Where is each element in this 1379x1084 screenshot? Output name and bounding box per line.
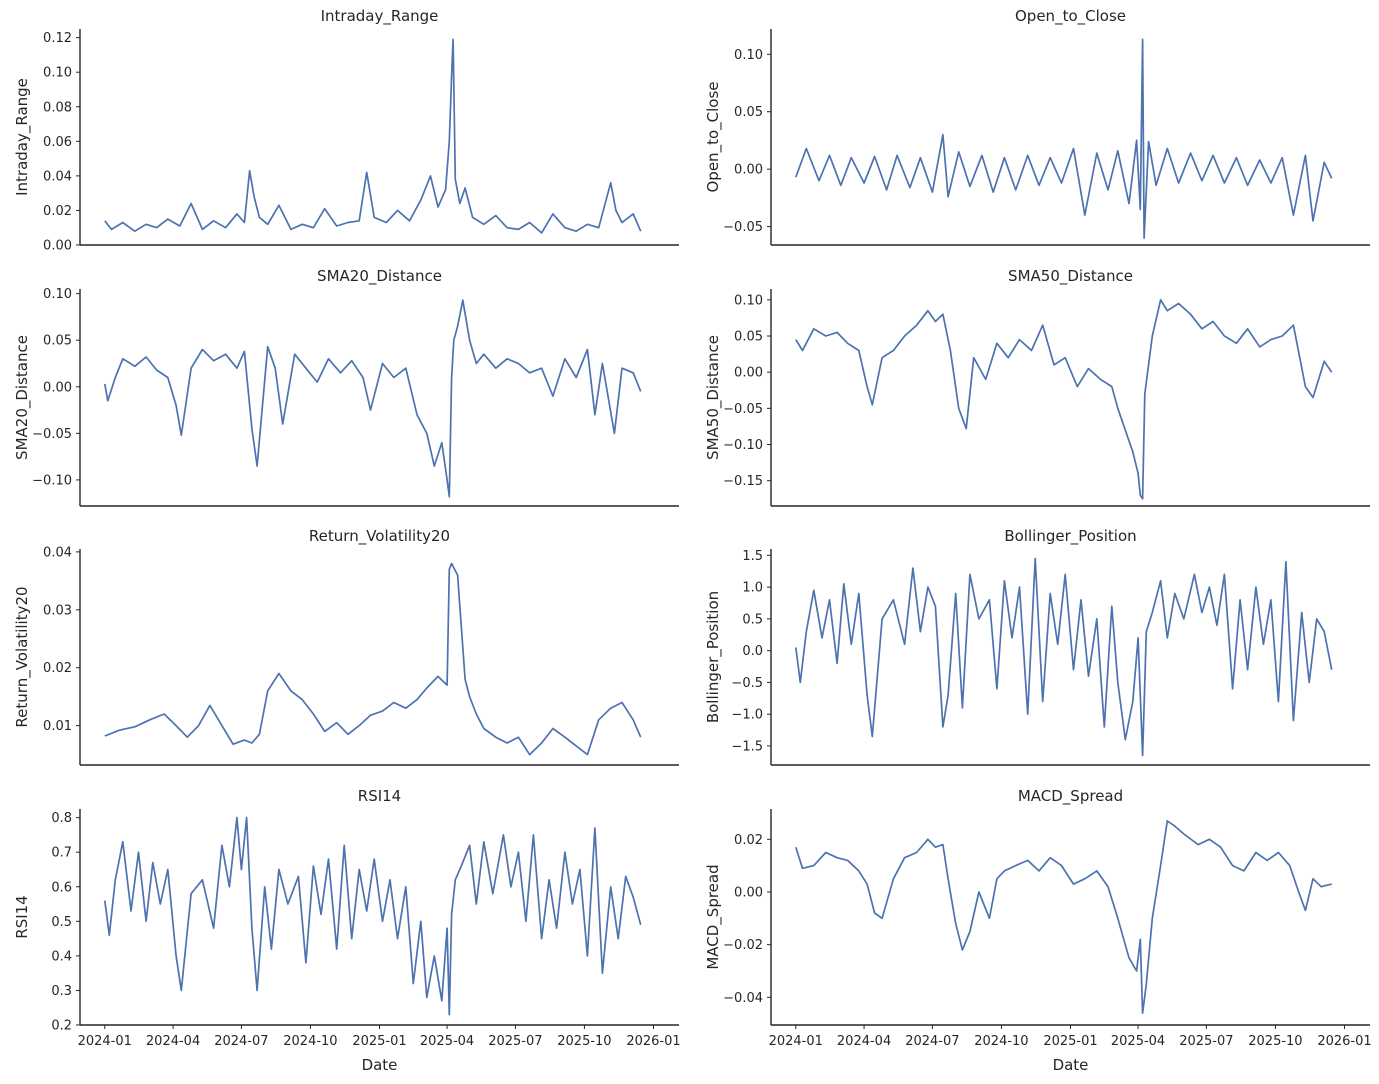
y-axis-label: RSI14: [13, 895, 31, 938]
y-axis-label: SMA50_Distance: [704, 335, 723, 460]
y-tick-label: 0.00: [734, 366, 763, 381]
y-tick-label: 0.04: [43, 545, 72, 560]
x-tick-label: 2024-07: [214, 1034, 268, 1049]
chart-title: Open_to_Close: [1015, 7, 1126, 26]
chart-panel-5: Return_Volatility20 Return_Volatility20 0.…: [13, 527, 679, 766]
y-tick-label: 0.04: [43, 169, 72, 184]
x-tick-label: 2024-07: [905, 1034, 959, 1049]
y-tick-label: 0.00: [43, 239, 72, 254]
y-axis-label: Return_Volatility20: [13, 586, 32, 727]
y-tick-label: 0.05: [43, 334, 72, 349]
y-tick-label: 0.4: [51, 949, 72, 964]
chart-panel-6: Bollinger_Position Bollinger_Position −1.5…: [704, 527, 1370, 766]
y-tick-label: −0.04: [723, 991, 763, 1006]
y-tick-label: 0.10: [734, 293, 763, 308]
y-tick-label: −0.15: [723, 474, 763, 489]
y-tick-label: 0.6: [51, 880, 72, 895]
series-line-1: [103, 299, 642, 498]
y-axis-label: Open_to_Close: [704, 82, 723, 193]
x-tick-label: 2024-04: [837, 1034, 891, 1049]
y-axis-label: Bollinger_Position: [704, 591, 723, 723]
chart-panel-4: SMA50_DistanceSMA50_Distance−0.15−0.10−0…: [704, 267, 1370, 507]
y-tick-label: −0.05: [723, 220, 763, 235]
y-tick-label: 0.02: [43, 661, 72, 676]
chart-panel-7: RSI14 RSI14 0.2 0.3 0.4 0.5 0.6 0.7 0.8 2024-01 20…: [13, 787, 681, 1074]
y-tick-label: 0.3: [51, 984, 72, 999]
y-tick-label: 0.2: [51, 1019, 72, 1034]
x-tick-label: 2025-07: [488, 1034, 542, 1049]
y-tick-label: −1.0: [731, 708, 763, 723]
y-tick-label: −0.05: [32, 427, 72, 442]
y-tick-label: 0.05: [734, 105, 763, 120]
series-line-1: [795, 38, 1333, 239]
x-tick-label: 2024-01: [769, 1034, 823, 1049]
y-tick-label: 0.02: [734, 833, 763, 848]
series-line-1: [104, 562, 642, 756]
y-tick-label: 1.5: [742, 549, 763, 564]
y-tick-label: −1.5: [731, 739, 763, 754]
chart-panel-1: Intraday_Range Intraday_Range 0.00 0.02 0.04…: [13, 7, 679, 254]
y-tick-label: −0.10: [32, 473, 72, 488]
y-tick-label: 0.0: [742, 644, 763, 659]
chart-title: SMA20_Distance: [317, 267, 442, 286]
y-tick-label: 0.10: [734, 48, 763, 63]
x-tick-label: 2024-04: [146, 1034, 200, 1049]
y-tick-label: 0.5: [51, 915, 72, 930]
y-tick-label: 0.05: [734, 330, 763, 345]
y-tick-label: 0.03: [43, 603, 72, 618]
y-tick-label: −0.02: [723, 938, 763, 953]
x-tick-label: 2026-01: [1317, 1034, 1371, 1049]
y-tick-label: 0.00: [43, 380, 72, 395]
y-axis-label: MACD_Spread: [704, 864, 723, 969]
y-tick-label: −0.10: [723, 438, 763, 453]
y-tick-label: 0.00: [734, 163, 763, 178]
x-axis-label: Date: [362, 1056, 398, 1074]
y-tick-label: 0.10: [43, 287, 72, 302]
x-tick-label: 2025-10: [557, 1034, 611, 1049]
x-tick-label: 2026-01: [626, 1034, 680, 1049]
chart-title: Intraday_Range: [321, 7, 439, 26]
x-tick-label: 2025-07: [1179, 1034, 1233, 1049]
y-tick-label: 0.10: [43, 66, 72, 81]
chart-title: MACD_Spread: [1018, 787, 1123, 806]
x-axis-label: Date: [1053, 1056, 1089, 1074]
y-tick-label: 0.8: [51, 811, 72, 826]
chart-panel-8: MACD_Spread MACD_Spread −0.04 −0.02 0.00 0.02…: [704, 787, 1372, 1074]
chart-title: SMA50_Distance: [1008, 267, 1133, 286]
y-tick-label: −0.05: [723, 402, 763, 417]
x-tick-label: 2024-01: [78, 1034, 132, 1049]
chart-title: Return_Volatility20: [309, 527, 450, 546]
chart-panel-3: SMA20_DistanceSMA20_Distance−0.10−0.050.…: [13, 267, 679, 507]
series-line-1: [795, 298, 1333, 500]
x-tick-label: 2025-10: [1248, 1034, 1302, 1049]
y-tick-label: 0.01: [43, 719, 72, 734]
series-line-1: [104, 38, 642, 234]
x-tick-label: 2024-10: [283, 1034, 337, 1049]
y-tick-label: 0.00: [734, 885, 763, 900]
x-tick-label: 2025-01: [1043, 1034, 1097, 1049]
y-tick-label: 0.12: [43, 31, 72, 46]
chart-title: Bollinger_Position: [1004, 527, 1136, 546]
y-axis-label: SMA20_Distance: [13, 335, 32, 460]
x-tick-label: 2025-04: [1111, 1034, 1165, 1049]
y-tick-label: 0.02: [43, 204, 72, 219]
chart-title: RSI14: [358, 787, 401, 805]
y-tick-label: 0.08: [43, 100, 72, 115]
x-tick-label: 2025-04: [420, 1034, 474, 1049]
y-tick-label: 0.5: [742, 612, 763, 627]
series-line-1: [794, 557, 1333, 757]
y-axis-label: Intraday_Range: [13, 78, 32, 196]
series-line-1: [103, 816, 642, 1016]
x-tick-label: 2025-01: [352, 1034, 406, 1049]
y-tick-label: 1.0: [742, 581, 763, 596]
series-line-1: [794, 820, 1332, 1014]
chart-panel-2: Open_to_Close Open_to_Close −0.05 0.00 0.05 0…: [704, 7, 1370, 246]
y-tick-label: 0.06: [43, 135, 72, 150]
y-tick-label: −0.5: [731, 676, 763, 691]
y-tick-label: 0.7: [51, 846, 72, 861]
x-tick-label: 2024-10: [974, 1034, 1028, 1049]
